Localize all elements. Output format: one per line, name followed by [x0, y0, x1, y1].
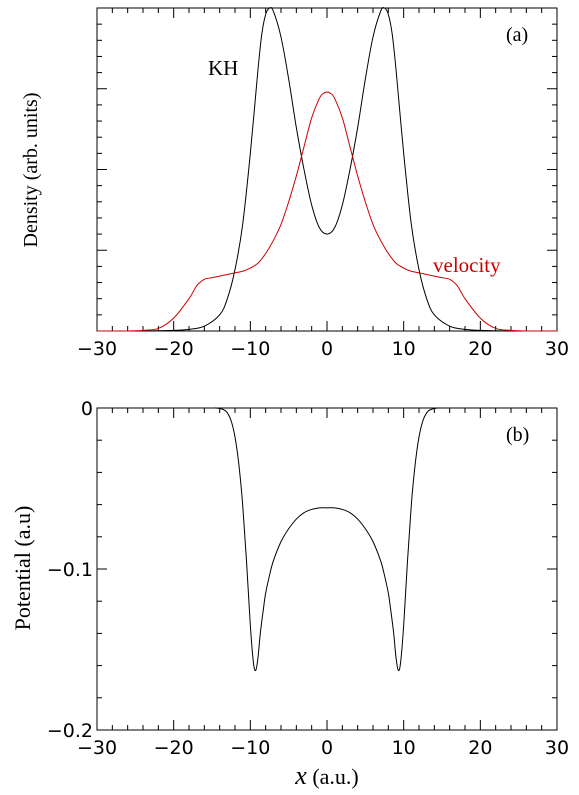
panel-b-xlabel: x (a.u.): [294, 761, 358, 790]
x-tick-label: 30: [545, 338, 569, 360]
y-tick-label: 0: [81, 398, 93, 420]
series-line-potential: [97, 407, 557, 672]
x-tick-label: 0: [321, 737, 333, 759]
x-tick-label: 10: [392, 737, 416, 759]
x-tick-label: −20: [154, 338, 194, 360]
panel-a-tick-labels: −30 −20 −10 0 10 20 30: [77, 338, 569, 360]
xlabel-unit: (a.u.): [307, 764, 359, 789]
xlabel-variable: x: [294, 761, 307, 790]
x-tick-label: −10: [230, 338, 270, 360]
panel-a-frame: [96, 7, 558, 332]
panel-a-ticks: [96, 7, 558, 332]
panel-a-label: (a): [506, 24, 528, 46]
x-tick-label: 20: [468, 338, 492, 360]
series-line-velocity: [96, 91, 558, 332]
series-line-kh: [96, 7, 558, 332]
x-tick-label: −20: [154, 737, 194, 759]
panel-b-ylabel: Potential (a.u): [10, 506, 35, 631]
panel-b: −30 −20 −10 0 10 20 30 0 −0.1 −0.2 (b) Potential …: [10, 398, 569, 790]
y-tick-label: −0.2: [47, 720, 93, 742]
panel-a: −30 −20 −10 0 10 20 30 (a) Density (arb. units…: [20, 7, 569, 360]
y-tick-label: −0.1: [47, 559, 93, 581]
x-tick-label: −10: [230, 737, 270, 759]
x-tick-label: 0: [321, 338, 333, 360]
panel-b-ticks: [96, 407, 558, 731]
panel-a-lines: [96, 7, 558, 332]
panel-a-ylabel: Density (arb. units): [20, 93, 42, 248]
x-tick-label: −30: [77, 338, 117, 360]
x-tick-label: 10: [392, 338, 416, 360]
panel-b-lines: [97, 407, 557, 672]
x-tick-label: 30: [545, 737, 569, 759]
panel-b-tick-labels: −30 −20 −10 0 10 20 30 0 −0.1 −0.2: [47, 398, 569, 759]
series-label-velocity: velocity: [433, 253, 501, 277]
series-label-kh: KH: [208, 56, 238, 80]
x-tick-label: 20: [468, 737, 492, 759]
panel-b-frame: [96, 407, 558, 731]
panel-b-label: (b): [506, 424, 529, 446]
x-tick-label: −30: [77, 737, 117, 759]
